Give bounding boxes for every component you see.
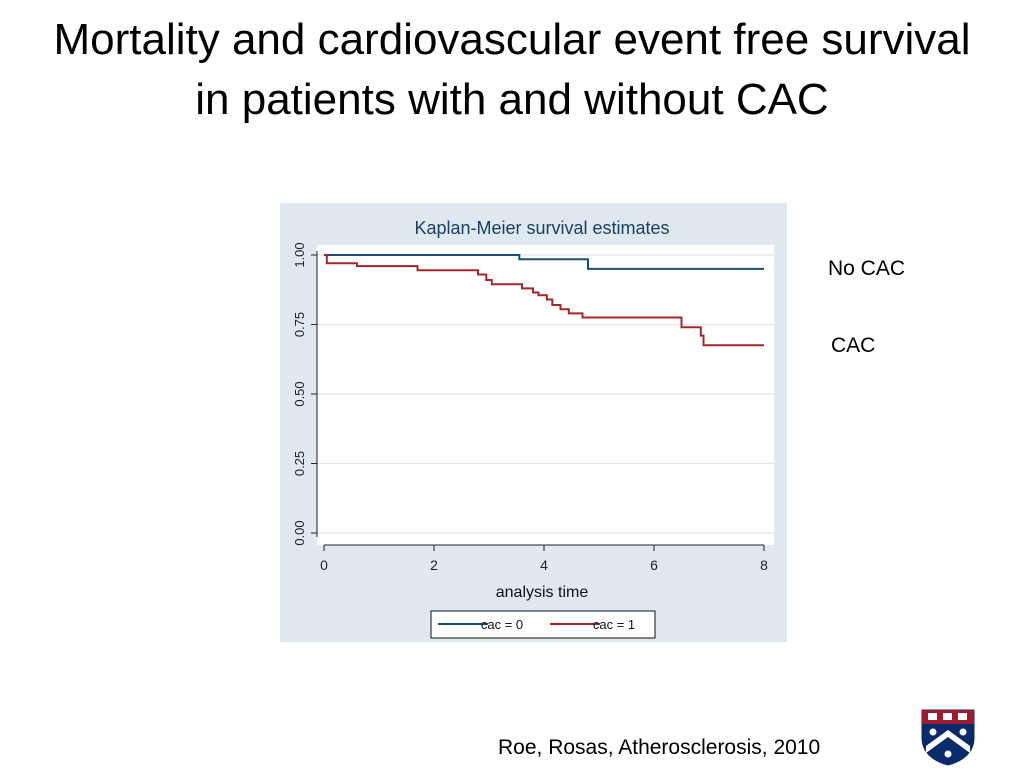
y-tick-label: 0.75 (292, 312, 307, 337)
plot-area (317, 245, 774, 545)
slide-title: Mortality and cardiovascular event free … (53, 15, 971, 124)
series-lines (324, 254, 764, 347)
citation: Roe, Rosas, Atherosclerosis, 2010 (498, 736, 821, 759)
y-tick-label: 1.00 (292, 242, 307, 267)
grid-lines (317, 254, 774, 534)
penn-shield-logo (920, 708, 976, 771)
legend: cac = 0 cac = 1 (430, 610, 656, 639)
legend-label-1: cac = 1 (593, 617, 635, 632)
x-tick-label: 6 (650, 557, 658, 573)
series-line-cac1 (324, 254, 764, 347)
annotation-no-cac: No CAC (828, 257, 906, 280)
axes: 0.00 0.25 0.50 0.75 1.00 0 2 4 6 8 (292, 242, 768, 573)
km-chart-svg: Kaplan-Meier survival estimates 0.00 0.25… (280, 203, 787, 642)
x-tick-label: 2 (430, 557, 438, 573)
annotation-cac: CAC (831, 334, 876, 357)
x-tick-label: 4 (540, 557, 548, 573)
y-tick-label: 0.00 (292, 520, 307, 545)
chart-title: Kaplan-Meier survival estimates (414, 218, 669, 238)
y-tick-label: 0.50 (292, 381, 307, 406)
y-tick-label: 0.25 (292, 451, 307, 476)
x-tick-label: 8 (760, 557, 768, 573)
legend-label-0: cac = 0 (481, 617, 523, 632)
x-axis-label: analysis time (496, 584, 589, 601)
km-chart: Kaplan-Meier survival estimates 0.00 0.25… (280, 203, 787, 642)
series-line-cac0 (324, 254, 764, 270)
x-tick-label: 0 (320, 557, 328, 573)
